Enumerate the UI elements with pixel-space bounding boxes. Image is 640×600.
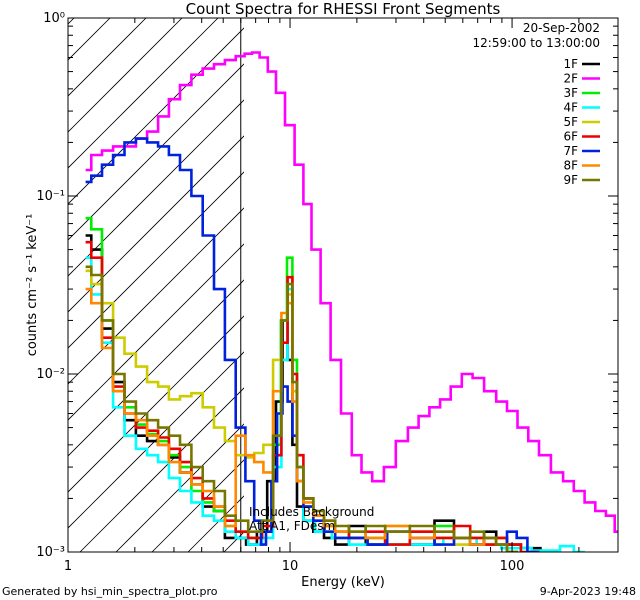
legend-label-2F: 2F	[563, 72, 578, 86]
x-axis-label: Energy (keV)	[301, 575, 385, 590]
annotation-attenuator: Att A1, FDesm	[249, 519, 335, 533]
time-range-label: 12:59:00 to 13:00:00	[473, 36, 600, 50]
hatch-line	[68, 27, 244, 205]
hatch-line	[68, 171, 244, 349]
series-group	[85, 51, 618, 552]
hatch-line	[68, 351, 244, 529]
plot-frame	[67, 17, 619, 553]
legend-label-6F: 6F	[563, 130, 578, 144]
x-tick-label-10: 10	[282, 559, 299, 574]
series-9F	[85, 265, 519, 552]
legend-label-1F: 1F	[563, 57, 578, 71]
legend-label-5F: 5F	[563, 115, 578, 129]
hatch-line	[68, 315, 244, 493]
series-6F	[85, 240, 536, 552]
chart-title: Count Spectra for RHESSI Front Segments	[186, 0, 501, 18]
hatch-line	[68, 207, 244, 385]
hatch-line	[115, 423, 244, 552]
x-tick-label-1: 1	[64, 559, 72, 574]
y-tick-label-1e-2: 10⁻²	[36, 367, 65, 382]
hatch-line	[68, 279, 244, 457]
hatch-line	[68, 18, 147, 97]
legend-label-4F: 4F	[563, 101, 578, 115]
y-tick-label-1e-1: 10⁻¹	[36, 189, 65, 204]
hatch-line	[68, 18, 183, 133]
legend-label-7F: 7F	[563, 144, 578, 158]
hatch-line	[68, 135, 244, 313]
date-label: 20-Sep-2002	[523, 21, 600, 35]
legend-label-9F: 9F	[563, 173, 578, 187]
series-8F	[85, 287, 519, 552]
y-axis-label: counts cm⁻² s⁻¹ keV⁻¹	[25, 214, 40, 357]
y-tick-label-1e-3: 10⁻³	[36, 545, 65, 560]
hatch-line	[68, 18, 219, 169]
x-tick-label-100: 100	[500, 559, 525, 574]
y-tick-label-1e0: 10⁰	[43, 11, 65, 26]
series-7F	[85, 137, 540, 552]
legend-label-3F: 3F	[563, 86, 578, 100]
series-2F	[85, 51, 618, 533]
annotation-background: Includes Background	[249, 505, 374, 519]
hatch-line	[68, 243, 244, 421]
axis-ticks	[67, 17, 619, 553]
legend-label-8F: 8F	[563, 159, 578, 173]
hatch-line	[68, 18, 111, 61]
footer-generated-by: Generated by hsi_min_spectra_plot.pro	[2, 585, 218, 598]
footer-timestamp: 9-Apr-2023 19:48	[540, 585, 636, 598]
